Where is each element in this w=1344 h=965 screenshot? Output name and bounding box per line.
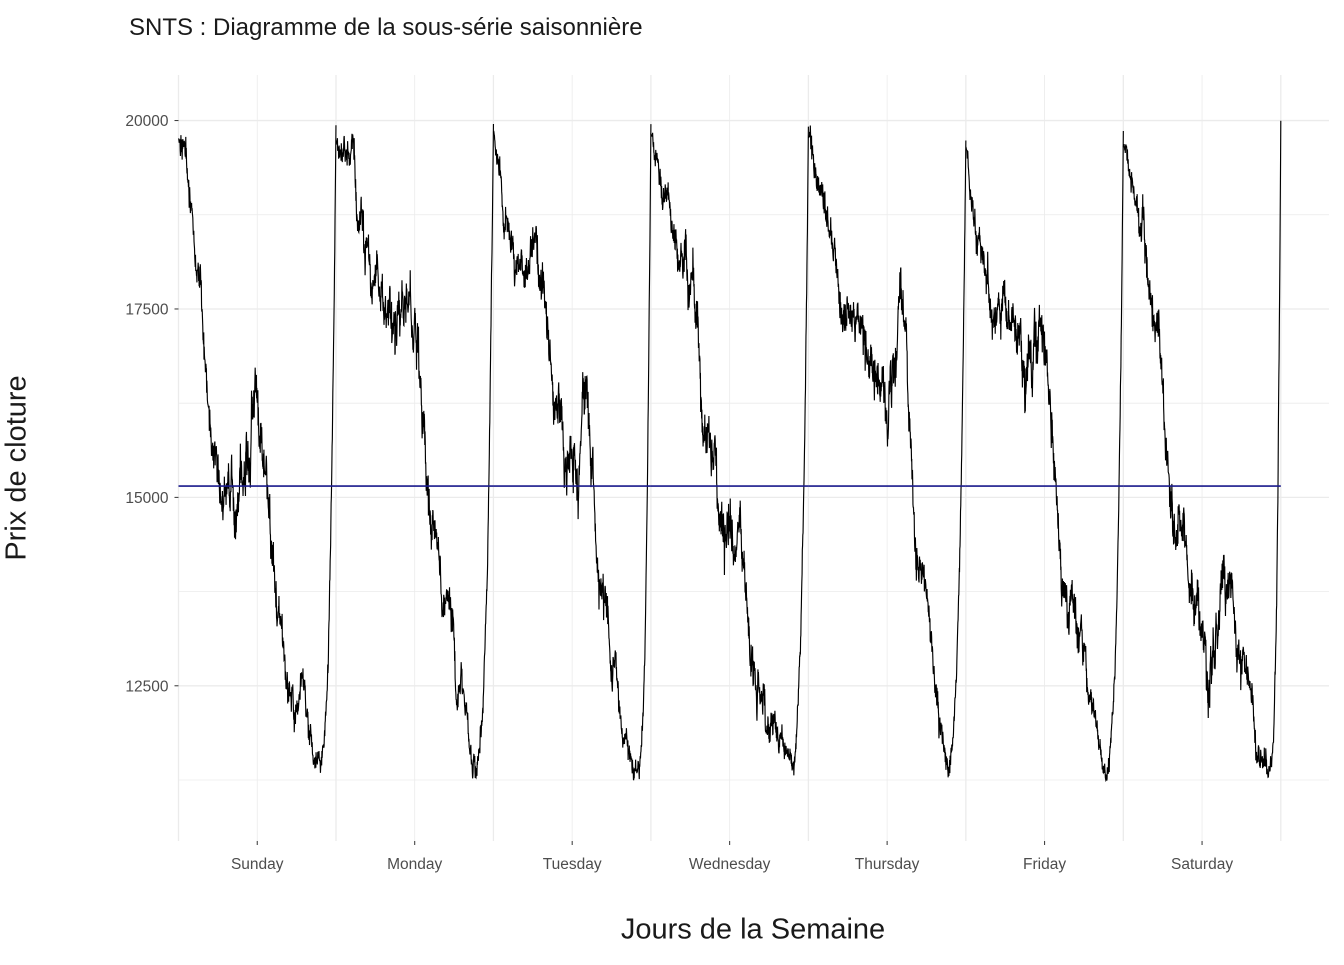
svg-text:Tuesday: Tuesday xyxy=(543,856,602,873)
svg-text:Wednesday: Wednesday xyxy=(689,856,771,873)
svg-text:Thursday: Thursday xyxy=(855,856,920,873)
svg-text:Monday: Monday xyxy=(387,856,442,873)
svg-text:20000: 20000 xyxy=(125,113,168,130)
svg-text:Sunday: Sunday xyxy=(231,856,284,873)
svg-text:Friday: Friday xyxy=(1023,856,1066,873)
svg-text:Saturday: Saturday xyxy=(1171,856,1233,873)
svg-text:17500: 17500 xyxy=(125,301,168,318)
svg-text:15000: 15000 xyxy=(125,490,168,507)
svg-text:12500: 12500 xyxy=(125,678,168,695)
